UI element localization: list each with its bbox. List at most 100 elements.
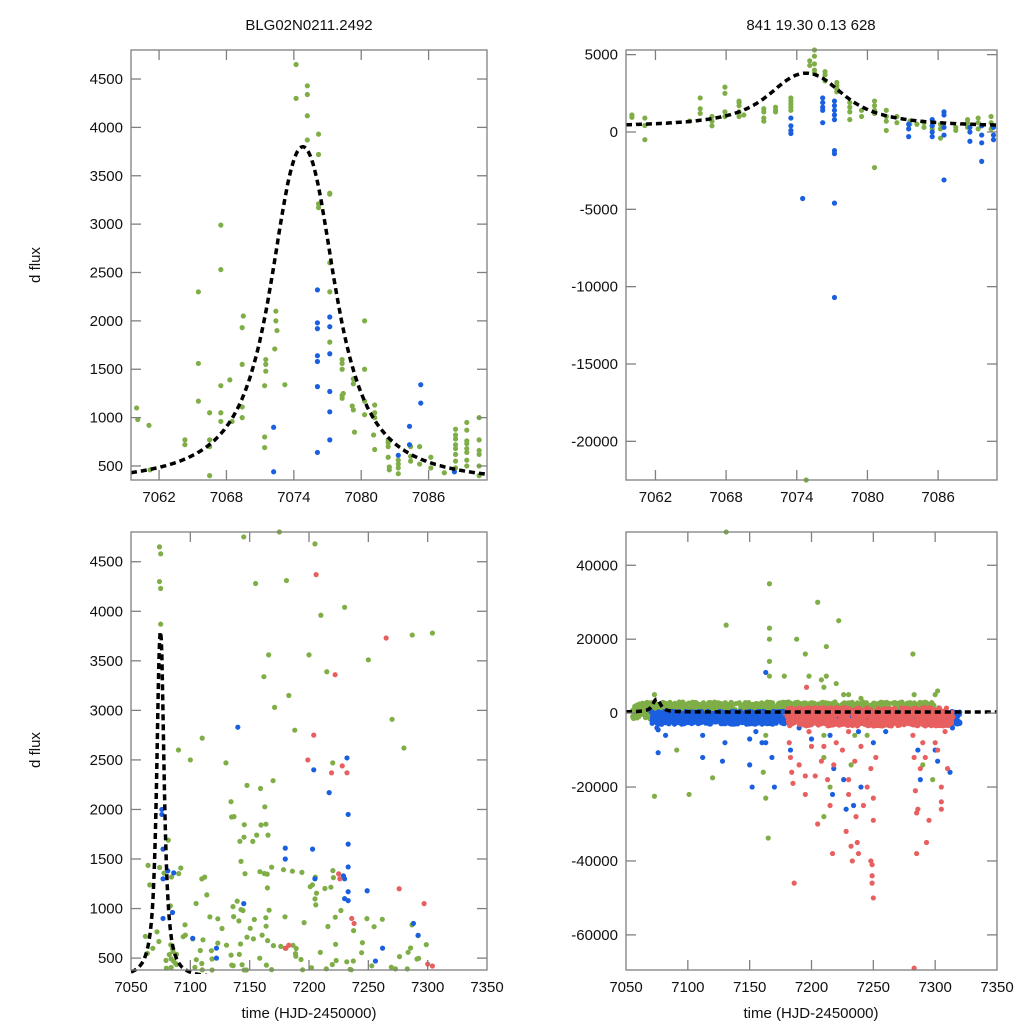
- data-point: [935, 747, 941, 753]
- data-point: [314, 320, 321, 326]
- y-tick-label: 4000: [90, 119, 123, 136]
- x-tick-label: 7250: [352, 979, 385, 996]
- data-point: [873, 754, 879, 761]
- data-point: [642, 115, 648, 121]
- data-point: [193, 900, 199, 907]
- data-point: [817, 715, 823, 721]
- data-point: [837, 721, 843, 727]
- data-point: [154, 929, 160, 935]
- data-points: [134, 61, 482, 479]
- data-point: [239, 361, 245, 367]
- data-point: [761, 118, 767, 124]
- data-point: [940, 713, 946, 719]
- data-point: [936, 719, 942, 726]
- data-point: [199, 735, 205, 741]
- data-point: [781, 673, 787, 679]
- data-point: [719, 758, 726, 764]
- data-point: [369, 963, 375, 969]
- data-point: [680, 703, 686, 709]
- data-point: [160, 915, 166, 922]
- data-point: [359, 950, 365, 956]
- data-point: [905, 705, 911, 711]
- data-point: [263, 923, 269, 929]
- data-point: [218, 266, 224, 273]
- y-tick-label: 1500: [90, 851, 123, 868]
- data-point: [158, 621, 164, 627]
- x-tick-label: 7100: [671, 979, 704, 996]
- data-point: [247, 925, 253, 931]
- data-point: [361, 366, 368, 372]
- data-point: [464, 457, 470, 463]
- data-point: [309, 846, 316, 852]
- data-point: [897, 720, 904, 726]
- data-point: [396, 954, 403, 960]
- panel-top-left: 7062 7068 7074 7080 7086 500 1000 1500 2000 2500 3…: [90, 49, 488, 506]
- data-point: [228, 952, 234, 958]
- data-point: [821, 814, 827, 820]
- data-point: [698, 714, 704, 720]
- data-point: [370, 432, 377, 438]
- y-tick-label: 2500: [90, 752, 123, 769]
- data-point: [699, 705, 705, 711]
- data-point: [746, 721, 752, 727]
- data-point: [215, 940, 221, 946]
- data-point: [738, 714, 744, 720]
- y-tick-label: 3000: [90, 216, 123, 233]
- data-point: [163, 957, 169, 964]
- data-points: [629, 47, 997, 483]
- data-point: [417, 444, 423, 450]
- data-point: [895, 700, 901, 707]
- data-point: [919, 700, 925, 706]
- data-point: [697, 106, 703, 112]
- data-point: [675, 715, 681, 721]
- data-point: [290, 942, 296, 948]
- data-point: [655, 715, 661, 722]
- data-point: [860, 802, 867, 809]
- data-point: [847, 117, 853, 123]
- y-tick-label: 2000: [90, 313, 123, 330]
- data-point: [239, 962, 245, 968]
- data-point: [342, 604, 348, 610]
- data-point: [327, 191, 333, 197]
- data-point: [786, 740, 792, 746]
- data-point: [850, 802, 857, 809]
- data-point: [803, 684, 810, 690]
- data-point: [858, 784, 864, 790]
- data-point: [722, 90, 728, 96]
- data-point: [892, 719, 899, 725]
- series-blue: [159, 724, 421, 964]
- data-point: [406, 423, 413, 429]
- y-tick-label: -20000: [571, 779, 618, 796]
- data-point: [464, 449, 470, 456]
- data-point: [759, 740, 765, 746]
- data-point: [280, 867, 287, 873]
- data-point: [752, 721, 758, 727]
- data-point: [941, 177, 947, 183]
- data-point: [269, 864, 275, 870]
- data-point: [821, 754, 827, 761]
- data-point: [709, 123, 715, 129]
- data-point: [823, 700, 829, 706]
- data-point: [388, 964, 394, 970]
- data-point: [831, 107, 838, 113]
- data-point: [345, 898, 351, 904]
- data-point: [372, 410, 378, 416]
- data-point: [870, 817, 876, 823]
- data-point: [947, 769, 953, 775]
- data-point: [833, 705, 840, 711]
- data-point: [869, 880, 875, 886]
- data-point: [328, 770, 335, 776]
- data-point: [852, 758, 858, 764]
- data-point: [975, 115, 981, 121]
- data-point: [235, 724, 241, 730]
- xlabel-bottom-left: time (HJD-2450000): [241, 1005, 376, 1022]
- data-point: [351, 429, 358, 435]
- data-point: [846, 692, 852, 698]
- data-point: [829, 850, 836, 857]
- data-point: [919, 712, 925, 719]
- data-point: [361, 412, 368, 418]
- data-point: [254, 832, 260, 838]
- data-point: [282, 382, 288, 388]
- data-point: [831, 112, 838, 118]
